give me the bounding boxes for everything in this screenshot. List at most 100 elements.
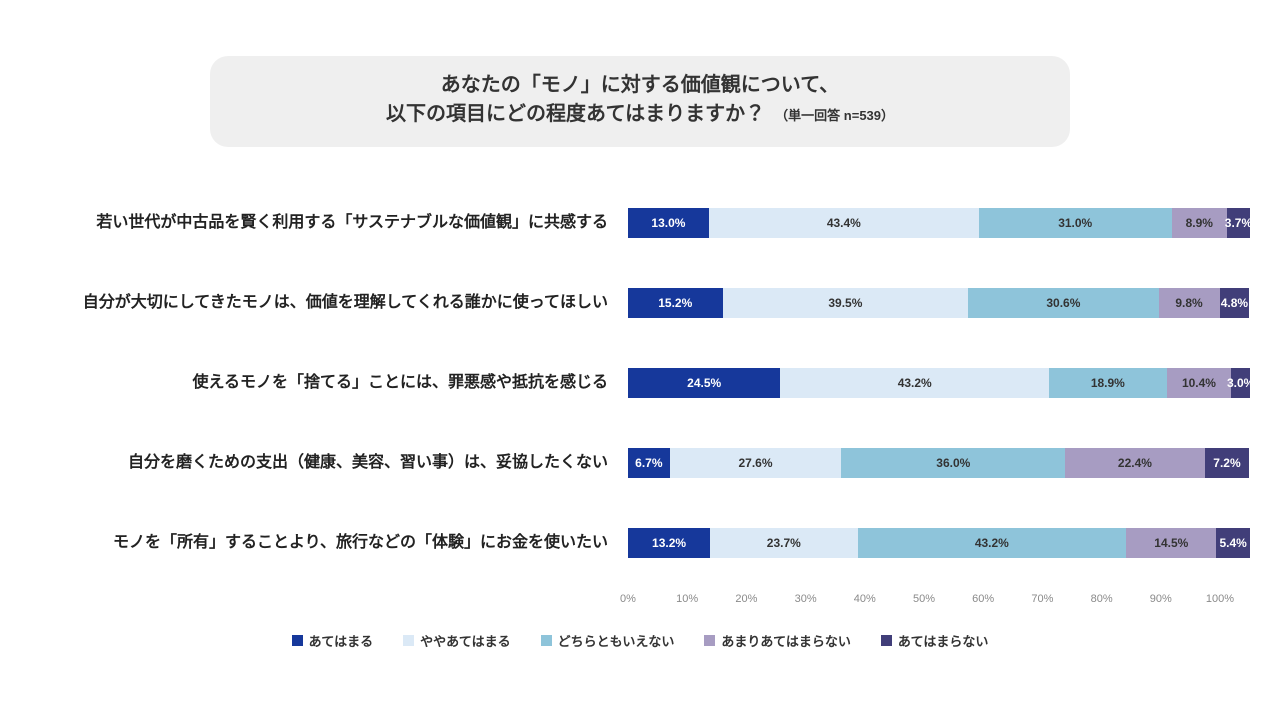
bar-segment: 7.2% xyxy=(1204,448,1250,478)
legend: あてはまる ややあてはまる どちらともいえない あまりあてはまらない あてはまらない xyxy=(0,631,1280,650)
chart-title-line1: あなたの「モノ」に対する価値観について、 xyxy=(440,74,840,96)
segment-value: 39.5% xyxy=(828,296,863,310)
bar-segment: 10.4% xyxy=(1166,368,1232,398)
segment-value: 15.2% xyxy=(658,296,693,310)
axis-tick-label: 80% xyxy=(1090,593,1113,605)
axis-tick-label: 100% xyxy=(1205,593,1235,605)
segment-value: 27.6% xyxy=(738,456,773,470)
legend-swatch-icon xyxy=(540,635,552,646)
legend-label: ややあてはまる xyxy=(420,634,511,649)
segment-value: 4.8% xyxy=(1220,296,1249,310)
legend-item: あてはまる xyxy=(291,631,374,650)
bar-segment: 23.7% xyxy=(710,528,858,558)
bar-segment: 3.0% xyxy=(1227,368,1254,398)
bar-segment: 13.0% xyxy=(628,208,709,238)
segment-value: 10.4% xyxy=(1181,376,1216,390)
axis-tick-label: 90% xyxy=(1149,593,1172,605)
legend-swatch-icon xyxy=(704,635,716,646)
axis-tick-label: 20% xyxy=(735,593,758,605)
segment-value: 13.0% xyxy=(651,216,686,230)
segment-value: 22.4% xyxy=(1117,456,1152,470)
chart-title-note: （単一回答 n=539） xyxy=(775,108,895,123)
axis-tick-label: 0% xyxy=(620,593,636,605)
segment-value: 24.5% xyxy=(687,376,722,390)
bar-segment: 31.0% xyxy=(978,208,1172,238)
segment-value: 9.8% xyxy=(1175,296,1203,310)
segment-value: 43.4% xyxy=(826,216,861,230)
segment-value: 3.0% xyxy=(1226,376,1255,390)
axis-tick-label: 50% xyxy=(912,593,936,605)
bar-segment: 43.2% xyxy=(780,368,1050,398)
legend-label: あてはまらない xyxy=(897,634,989,649)
stacked-bar: 15.2% 39.5% 30.6% 9.8% 4.8% xyxy=(628,288,1250,318)
bar-segment: 4.8% xyxy=(1219,288,1250,318)
bar-segment: 3.7% xyxy=(1224,208,1253,238)
bar-segment: 15.2% xyxy=(628,288,723,318)
axis-tick-label: 30% xyxy=(794,593,817,605)
legend-swatch-icon xyxy=(880,635,892,646)
legend-item: ややあてはまる xyxy=(403,631,511,650)
segment-value: 23.7% xyxy=(766,536,801,550)
chart-title-box: あなたの「モノ」に対する価値観について、 以下の項目にどの程度あてはまりますか？… xyxy=(210,56,1070,147)
bar-segment: 9.8% xyxy=(1158,288,1220,318)
chart-title-line2-wrap: 以下の項目にどの程度あてはまりますか？ （単一回答 n=539） xyxy=(230,100,1050,130)
legend-item: あまりあてはまらない xyxy=(704,631,851,650)
segment-value: 43.2% xyxy=(974,536,1009,550)
segment-value: 3.7% xyxy=(1224,216,1253,230)
segment-value: 7.2% xyxy=(1213,456,1241,470)
stacked-bar: 24.5% 43.2% 18.9% 10.4% 3.0% xyxy=(628,368,1254,398)
bar-segment: 5.4% xyxy=(1216,528,1250,558)
bar-segment: 14.5% xyxy=(1126,528,1217,558)
axis-tick-label: 10% xyxy=(676,593,699,605)
bar-segment: 22.4% xyxy=(1065,448,1205,478)
category-label: 自分が大切にしてきたモノは、価値を理解してくれる誰かに使ってほしい xyxy=(82,293,608,311)
bar-segment: 13.2% xyxy=(628,528,711,558)
bar-segment: 43.4% xyxy=(708,208,979,238)
legend-label: あまりあてはまらない xyxy=(721,634,851,649)
axis-tick-label: 70% xyxy=(1031,593,1054,605)
chart-row: 使えるモノを「捨てる」ことには、罪悪感や抵抗を感じる 24.5% 43.2% 18.9… xyxy=(0,343,1254,423)
bar-segment: 24.5% xyxy=(628,368,781,398)
stacked-bar: 6.7% 27.6% 36.0% 22.4% 7.2% xyxy=(628,448,1250,478)
bar-segment: 27.6% xyxy=(669,448,842,478)
segment-value: 8.9% xyxy=(1185,216,1213,230)
category-label: 若い世代が中古品を賢く利用する「サステナブルな価値観」に共感する xyxy=(96,213,608,231)
axis-tick-label: 60% xyxy=(972,593,995,605)
category-label: モノを「所有」することより、旅行などの「体験」にお金を使いたい xyxy=(112,533,608,551)
legend-label: どちらともいえない xyxy=(557,634,675,649)
legend-swatch-icon xyxy=(291,635,303,646)
segment-value: 31.0% xyxy=(1058,216,1093,230)
legend-item: あてはまらない xyxy=(880,631,989,650)
chart-area: 若い世代が中古品を賢く利用する「サステナブルな価値観」に共感する 13.0% 43.… xyxy=(0,183,1280,613)
segment-value: 5.4% xyxy=(1219,536,1247,550)
bar-segment: 6.7% xyxy=(628,448,670,478)
legend-item: どちらともいえない xyxy=(540,631,675,650)
segment-value: 43.2% xyxy=(897,376,932,390)
stacked-bar: 13.2% 23.7% 43.2% 14.5% 5.4% xyxy=(628,528,1250,558)
stacked-bar: 13.0% 43.4% 31.0% 8.9% 3.7% xyxy=(628,208,1253,238)
segment-value: 14.5% xyxy=(1154,536,1189,550)
segment-value: 6.7% xyxy=(635,456,663,470)
bar-segment: 43.2% xyxy=(857,528,1127,558)
bar-segment: 30.6% xyxy=(968,288,1159,318)
axis-tick-label: 40% xyxy=(853,593,876,605)
bar-segment: 8.9% xyxy=(1171,208,1227,238)
category-label: 自分を磨くための支出（健康、美容、習い事）は、妥協したくない xyxy=(127,453,608,471)
category-label: 使えるモノを「捨てる」ことには、罪悪感や抵抗を感じる xyxy=(192,373,608,391)
chart-row: 自分が大切にしてきたモノは、価値を理解してくれる誰かに使ってほしい 15.2% 39… xyxy=(0,263,1250,343)
bar-segment: 18.9% xyxy=(1049,368,1167,398)
chart-title-line2: 以下の項目にどの程度あてはまりますか？ xyxy=(385,103,766,125)
chart-rows: 若い世代が中古品を賢く利用する「サステナブルな価値観」に共感する 13.0% 43.… xyxy=(0,183,1254,583)
segment-value: 13.2% xyxy=(652,536,687,550)
legend-label: あてはまる xyxy=(308,634,374,649)
segment-value: 36.0% xyxy=(936,456,971,470)
segment-value: 30.6% xyxy=(1046,296,1081,310)
x-axis: 0% 10% 20% 30% 40% 50% 60% 70% 80% 90% 100% xyxy=(620,589,1234,613)
segment-value: 18.9% xyxy=(1090,376,1125,390)
bar-segment: 36.0% xyxy=(841,448,1066,478)
legend-swatch-icon xyxy=(403,635,415,646)
chart-row: 若い世代が中古品を賢く利用する「サステナブルな価値観」に共感する 13.0% 43.… xyxy=(0,183,1253,263)
chart-row: モノを「所有」することより、旅行などの「体験」にお金を使いたい 13.2% 23.7… xyxy=(0,503,1250,583)
chart-row: 自分を磨くための支出（健康、美容、習い事）は、妥協したくない 6.7% 27.6% 3… xyxy=(0,423,1250,503)
bar-segment: 39.5% xyxy=(722,288,969,318)
